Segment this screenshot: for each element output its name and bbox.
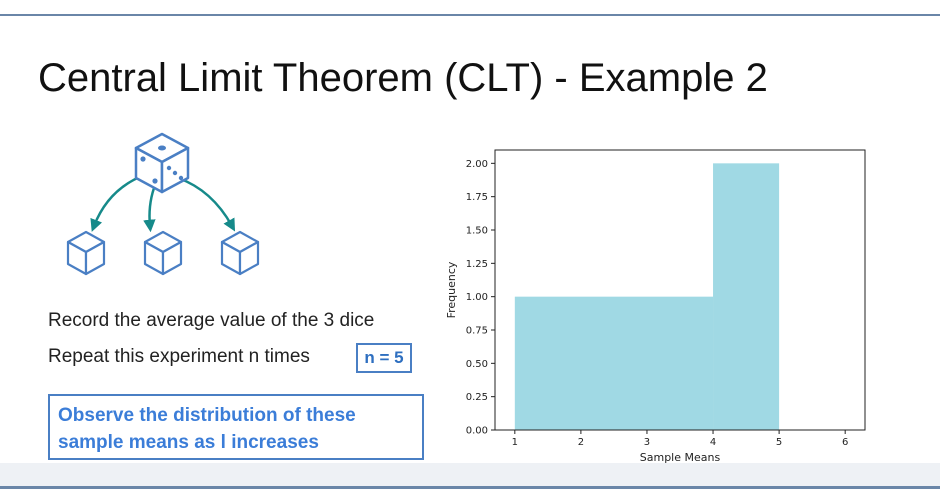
instruction-record-average: Record the average value of the 3 dice [48, 310, 375, 331]
y-axis-label: Frequency [445, 261, 458, 318]
observe-line-2: sample means as l increases [58, 432, 319, 453]
x-axis-label: Sample Means [640, 451, 721, 464]
slide-title: Central Limit Theorem (CLT) - Example 2 [38, 56, 768, 100]
arrow-left [90, 174, 143, 232]
x-tick-label: 4 [710, 437, 716, 448]
y-tick-label: 2.00 [466, 159, 488, 170]
observe-callout: Observe the distribution of these sample… [48, 394, 424, 460]
chart-bars [514, 163, 780, 431]
dice-icon [134, 132, 190, 194]
arrow-right [177, 176, 236, 232]
histogram-bar-2 [713, 163, 780, 431]
x-axis: 1 2 3 4 5 6 [512, 430, 848, 448]
histogram-chart: 1 2 3 4 5 6 0.00 0.25 0.50 0.75 1.00 1.25 1.50 1.75 2… [445, 149, 866, 464]
x-tick-label: 3 [644, 437, 650, 448]
y-tick-label: 1.75 [466, 192, 488, 203]
n-value-box: n = 5 [356, 343, 412, 373]
y-tick-label: 0.00 [466, 426, 488, 437]
plot-frame [494, 149, 866, 431]
y-tick-label: 0.50 [466, 359, 488, 370]
top-rule [0, 14, 940, 16]
x-tick-label: 6 [842, 437, 848, 448]
y-tick-label: 1.00 [466, 292, 488, 303]
instruction-repeat-experiment: Repeat this experiment n times [48, 346, 310, 367]
x-tick-label: 2 [578, 437, 584, 448]
y-tick-label: 0.25 [466, 392, 488, 403]
die-outline-icon [143, 230, 183, 276]
dice-diagram [66, 132, 260, 276]
observe-line-1: Observe the distribution of these [58, 405, 356, 426]
histogram-bar-1 [514, 296, 714, 430]
y-tick-label: 1.25 [466, 259, 488, 270]
die-outline-icon [220, 230, 260, 276]
arrow-middle [143, 187, 156, 233]
x-tick-label: 1 [512, 437, 518, 448]
x-tick-label: 5 [776, 437, 782, 448]
die-outline-icon [66, 230, 106, 276]
bottom-band [0, 463, 940, 489]
y-axis: 0.00 0.25 0.50 0.75 1.00 1.25 1.50 1.75 2.00 [466, 159, 495, 437]
y-tick-label: 0.75 [466, 326, 488, 337]
bottom-rule [0, 486, 940, 489]
y-tick-label: 1.50 [466, 226, 488, 237]
